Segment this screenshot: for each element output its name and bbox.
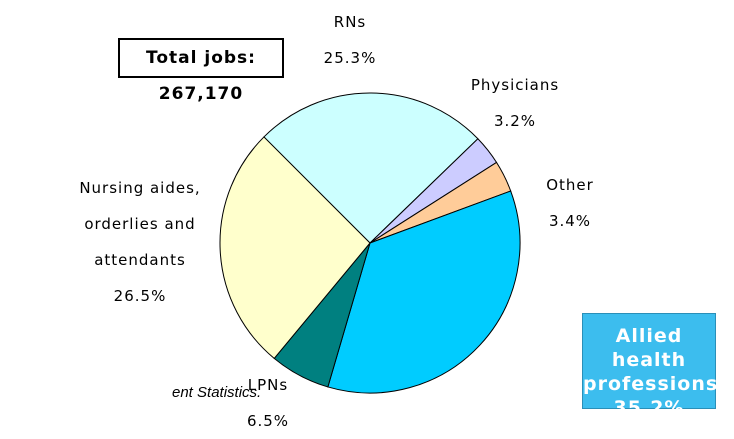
slice-label: LPNs bbox=[247, 376, 289, 394]
slice-label: RNs bbox=[333, 13, 367, 31]
slice-label: Allied health professions bbox=[583, 325, 719, 395]
value-label: 3.2% bbox=[493, 112, 537, 130]
pie-slice bbox=[327, 190, 521, 394]
value-label: 6.5% bbox=[246, 412, 290, 430]
label-group: Other 3.4% bbox=[520, 167, 620, 239]
label-group: Nursing aides, orderlies and attendants 2… bbox=[55, 170, 225, 314]
source-note: ent Statistics. bbox=[172, 384, 262, 401]
label-group: RNs 25.3% bbox=[300, 4, 400, 76]
pie-slice bbox=[219, 136, 371, 360]
slice-label: Nursing aides, orderlies and attendants bbox=[79, 179, 201, 269]
slice-label: Physicians bbox=[470, 76, 560, 94]
label-group: LPNs 6.5% bbox=[218, 367, 318, 439]
callout-box: Allied health professions 35.2% bbox=[582, 313, 719, 419]
total-jobs: Total jobs: 267,170 bbox=[118, 38, 284, 104]
value-label: 3.4% bbox=[548, 212, 592, 230]
value-label: 25.3% bbox=[323, 49, 377, 67]
value-label: 26.5% bbox=[113, 287, 167, 305]
slice-label: Other bbox=[546, 176, 594, 194]
pie-slice bbox=[263, 92, 479, 244]
value-label: 35.2% bbox=[613, 397, 685, 419]
label-group: Physicians 3.2% bbox=[455, 67, 575, 139]
